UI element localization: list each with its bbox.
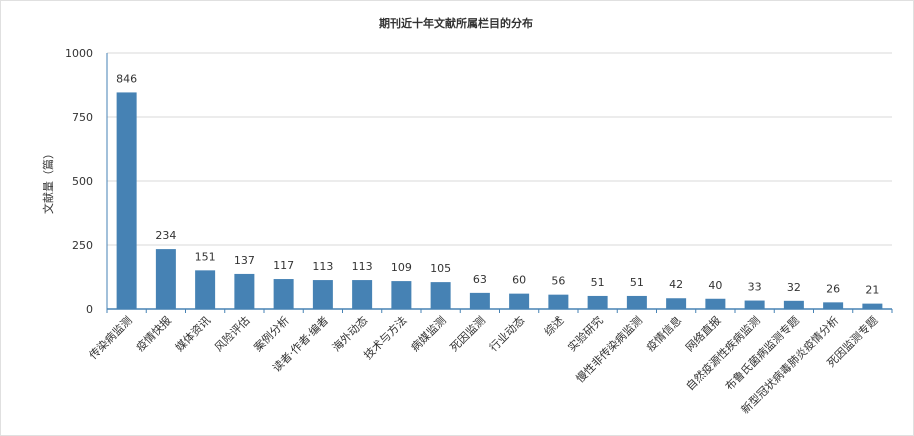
y-tick-label: 0: [86, 303, 93, 316]
data-label: 56: [551, 275, 565, 288]
x-tick-label: 媒体资讯: [172, 313, 213, 354]
bar: [509, 293, 530, 309]
x-tick-label: 网络直报: [682, 313, 723, 354]
x-tick-label: 综述: [541, 313, 566, 338]
y-axis-label: 文献量（篇）: [41, 148, 55, 214]
x-tick-label: 疫情信息: [643, 313, 684, 354]
y-axis-ticks: 0 250 500 750 1000: [65, 47, 93, 316]
data-label: 26: [826, 282, 840, 295]
bar: [705, 298, 726, 309]
data-label: 137: [234, 254, 255, 267]
x-tick-label: 传染病监测: [86, 313, 135, 362]
data-label: 151: [195, 250, 216, 263]
data-label: 105: [430, 262, 451, 275]
x-tick-label: 行业动态: [487, 314, 527, 354]
data-label: 60: [512, 274, 526, 287]
gridlines: [107, 52, 892, 246]
bar: [626, 295, 647, 309]
bar: [744, 300, 765, 309]
data-label: 846: [116, 72, 137, 85]
data-label: 42: [669, 278, 683, 291]
data-label: 32: [787, 281, 801, 294]
data-label: 63: [473, 273, 487, 286]
y-tick-label: 500: [72, 175, 93, 188]
x-tick-label: 疫情快报: [133, 313, 174, 354]
bar: [155, 249, 176, 309]
data-label: 113: [312, 260, 333, 273]
bar: [234, 273, 255, 309]
data-label: 117: [273, 259, 294, 272]
bar: [548, 294, 569, 309]
bar: [116, 92, 137, 309]
data-label: 113: [352, 260, 373, 273]
bars: [116, 92, 883, 309]
y-tick-label: 250: [72, 239, 93, 252]
y-tick-label: 750: [72, 111, 93, 124]
y-tick-label: 1000: [65, 47, 93, 60]
bar: [469, 292, 490, 309]
bar: [273, 279, 294, 309]
x-tick-label: 死因监测: [448, 314, 488, 354]
bar: [783, 300, 804, 309]
bar: [195, 270, 216, 309]
x-axis: [106, 53, 893, 313]
bar: [823, 302, 844, 309]
bar: [391, 281, 412, 309]
bar: [312, 280, 333, 309]
x-tick-label: 实验研究: [565, 313, 606, 354]
data-labels: 846 234 151 137 117 113 113 109 105 63 60 56 51 51 42 4…: [116, 72, 879, 296]
x-tick-label: 技术与方法: [361, 313, 410, 362]
data-label: 109: [391, 261, 412, 274]
bar: [430, 282, 451, 309]
x-tick-label: 慢性非传染病监测: [573, 313, 645, 385]
x-tick-label: 自然疫源性疾病监测: [683, 313, 763, 393]
x-tick-label: 案例分析: [251, 313, 292, 354]
data-label: 234: [155, 229, 176, 242]
x-tick-label: 病媒监测: [408, 313, 449, 354]
x-tick-label: 海外动态: [329, 313, 370, 354]
data-label: 33: [748, 281, 762, 294]
x-axis-ticks: 传染病监测疫情快报媒体资讯风险评估案例分析读者·作者·编者海外动态技术与方法病媒…: [86, 313, 881, 416]
x-tick-label: 风险评估: [211, 313, 252, 354]
x-tick-label: 布鲁氏菌病监测专题: [722, 313, 802, 393]
data-label: 40: [708, 279, 722, 292]
bar: [352, 280, 373, 309]
data-label: 51: [591, 276, 605, 289]
bar: [666, 298, 687, 309]
bar: [587, 295, 608, 309]
data-label: 21: [865, 284, 879, 297]
data-label: 51: [630, 276, 644, 289]
chart-title: 期刊近十年文献所属栏目的分布: [379, 16, 533, 30]
bar: [862, 303, 883, 309]
